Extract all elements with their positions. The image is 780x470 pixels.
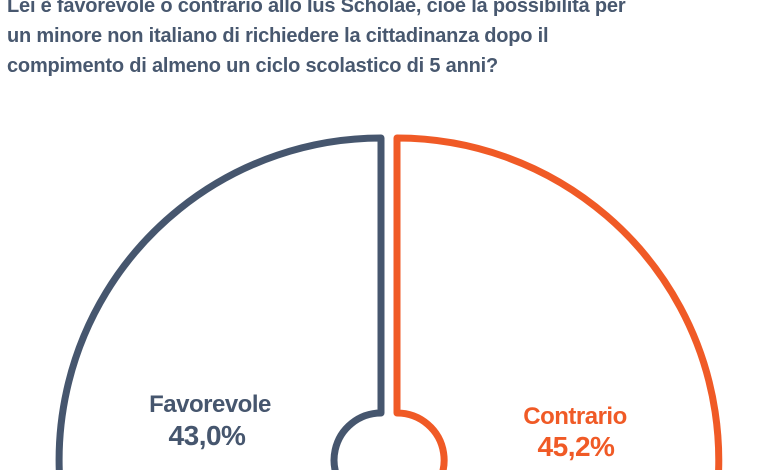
contrario-label: Contrario bbox=[523, 403, 627, 430]
question-line-2: un minore non italiano di richiedere la … bbox=[7, 25, 549, 47]
segment-contrario-arc bbox=[393, 134, 723, 470]
favorevole-label: Favorevole bbox=[149, 391, 271, 418]
question-line-1: Lei è favorevole o contrario allo Ius Sc… bbox=[7, 0, 626, 17]
question-line-3: compimento di almeno un ciclo scolastico… bbox=[7, 55, 499, 77]
contrario-value: 45,2% bbox=[537, 431, 615, 462]
favorevole-value: 43,0% bbox=[168, 420, 246, 451]
question-text: Lei è favorevole o contrario allo Ius Sc… bbox=[7, 0, 626, 81]
segment-favorevole-arc bbox=[55, 134, 385, 470]
